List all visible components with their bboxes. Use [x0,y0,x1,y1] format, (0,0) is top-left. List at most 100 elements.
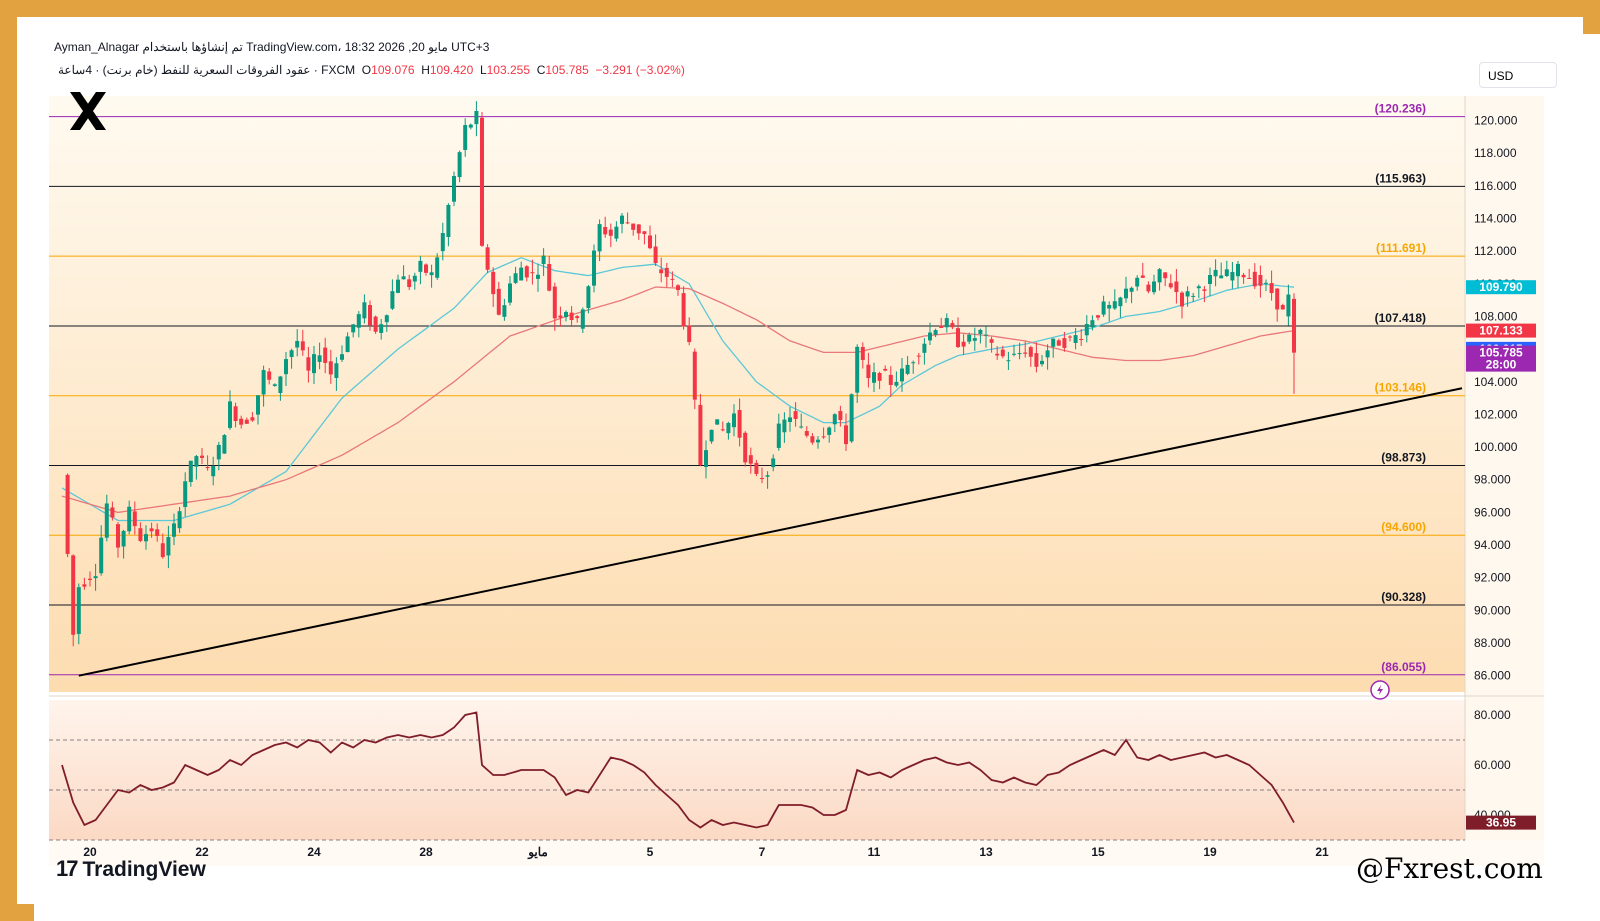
candle-body [93,576,98,579]
candle-body [155,529,160,536]
candle-body [144,534,148,542]
candle-body [121,530,126,547]
candle-body [720,429,725,431]
candle-body [664,267,669,277]
candle-body [883,368,888,371]
candle-body [648,235,652,249]
x-tick-label-1: 22 [195,845,209,859]
candle-body [1174,281,1179,293]
candle-body [754,462,759,474]
candle-body [849,394,854,442]
level-label-6: (94.600) [1381,520,1426,534]
candle-body [418,260,423,272]
candle-body [855,346,860,393]
candle-body [356,314,361,328]
level-label-0: (120.236) [1375,102,1426,116]
price-badge-label-1: 107.133 [1479,324,1523,338]
candle-body [1264,282,1268,284]
candle-body [496,288,501,315]
candle-body [1096,315,1100,318]
candle-body [961,341,966,347]
candle-body [821,436,826,438]
candle-body [816,439,820,443]
candle-body [793,411,798,419]
candle-body [905,364,910,374]
candle-body [1269,283,1274,294]
candle-body [625,222,630,224]
trend-line [78,387,1463,677]
watermark-text: @Fxrest.com [1356,852,1543,885]
x-tick-label-7: 11 [868,845,881,859]
y-tick-label-1: 88.000 [1474,636,1511,650]
candle-body [239,418,244,425]
candle-body [676,285,680,291]
candle-body [166,537,171,556]
y-tick-label-13: 112.000 [1474,244,1517,258]
candle-body [351,324,356,333]
candle-body [340,354,344,360]
price-badge-1 [1466,323,1536,338]
candle-body [1000,349,1005,357]
candle-body [1040,360,1044,365]
level-label-4: (103.146) [1375,381,1426,395]
candle-body [659,269,664,274]
candle-body [989,339,994,343]
candle-body [1213,269,1218,277]
level-label-1: (115.963) [1375,171,1426,185]
candle-body [922,343,927,353]
candle-body [737,410,742,438]
candle-body [1280,305,1285,310]
alert-icon[interactable] [1370,680,1390,700]
symbol-name[interactable]: عقود الفروقات السعرية للنفط (خام برنت) ·… [58,63,356,77]
candle-body [502,305,507,317]
candle-body [715,419,720,425]
candle-body [1230,272,1235,281]
candle-body [1196,286,1201,289]
price-chart[interactable]: (120.236) (115.963) (111.691) (107.418) (103… [34,34,1600,921]
candle-body [1012,353,1016,355]
candle-body [368,305,372,326]
x-tick-label-6: 7 [759,845,766,859]
candle-body [177,511,182,529]
candle-body [984,334,988,336]
y-tick-label-16: 118.000 [1474,146,1517,160]
candle-body [300,341,305,351]
candle-body [653,246,658,264]
candle-body [379,324,384,333]
currency-selector[interactable]: USD [1479,62,1557,88]
low-label: L [479,63,487,77]
candle-body [642,231,647,235]
candle-body [748,455,753,464]
candle-body [1152,281,1156,293]
candle-body [1247,277,1252,279]
candle-body [1023,352,1028,354]
candle-body [597,224,602,252]
candle-body [1135,277,1140,287]
candle-body [1062,338,1067,348]
candle-body [580,309,585,329]
candle-body [1079,339,1084,341]
candle-body [564,312,568,318]
candle-body [1180,292,1184,307]
candle-body [1275,288,1280,310]
symbol-ohlc-line: عقود الفروقات السعرية للنفط (خام برنت) ·… [58,63,685,77]
candle-body [1129,287,1134,292]
candle-body [1146,284,1151,292]
candle-body [1084,323,1089,336]
candle-body [1051,338,1056,347]
candle-body [250,417,255,421]
open-value: 109.076 [371,63,415,77]
candle-body [485,247,490,270]
candle-body [172,523,176,537]
x-tick-label-8: 13 [979,845,993,859]
candle-body [491,271,496,295]
candle-body [205,467,210,469]
candle-body [396,279,400,293]
candle-body [244,419,249,424]
candle-body [160,543,165,558]
price-scale-bg [1465,96,1544,841]
candle-body [1140,275,1145,278]
rsi-tick-label-1: 60.000 [1474,758,1511,772]
candle-body [547,263,552,291]
candle-body [362,302,367,319]
